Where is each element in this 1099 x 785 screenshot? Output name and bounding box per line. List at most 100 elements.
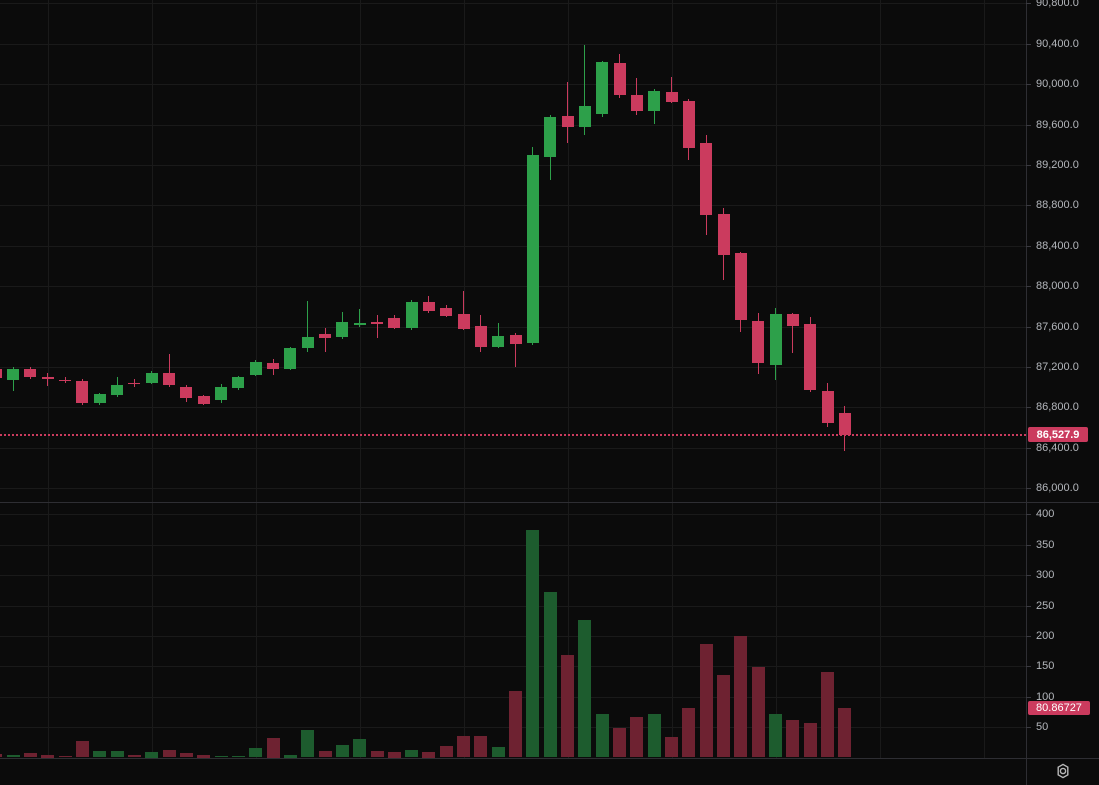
volume-bar — [457, 736, 471, 758]
candle-body — [509, 334, 522, 345]
candle-body — [93, 394, 106, 404]
volume-bar — [41, 754, 55, 758]
candle-wick — [376, 315, 378, 339]
volume-bar — [58, 755, 72, 758]
candle-body — [630, 94, 643, 111]
price-axis[interactable]: 90,800.0 90,400.0 90,000.0 89,600.0 89,200.0… — [1026, 0, 1099, 758]
volume-axis-tick — [1026, 514, 1031, 516]
price-axis-label: 88,800.0 — [1036, 199, 1079, 212]
volume-bar — [769, 714, 782, 758]
candle-wick — [307, 300, 309, 352]
volume-axis-label: 50 — [1036, 721, 1049, 734]
vertical-gridline — [255, 502, 257, 758]
vertical-gridline — [567, 502, 569, 758]
horizontal-gridline — [0, 205, 1026, 207]
volume-bar — [786, 720, 800, 758]
volume-bar — [301, 730, 315, 758]
volume-bar — [630, 716, 644, 758]
volume-pane[interactable] — [0, 502, 1026, 758]
volume-bar — [75, 741, 89, 758]
volume-bar — [665, 736, 679, 758]
candle-wick — [324, 328, 326, 352]
time-axis-border — [0, 758, 1099, 759]
price-axis-label: 87,600.0 — [1036, 320, 1079, 333]
candle-body — [752, 320, 765, 364]
volume-bar — [595, 714, 609, 758]
volume-bar — [405, 750, 419, 758]
candle-wick — [567, 81, 569, 144]
candle-wick — [359, 309, 361, 327]
candle-body — [734, 252, 747, 320]
volume-bar — [249, 748, 263, 758]
candle-body — [41, 376, 54, 379]
last-price-line — [0, 433, 1026, 436]
volume-bar — [647, 714, 661, 758]
volume-axis-tick — [1026, 605, 1031, 607]
price-axis-tick — [1026, 326, 1031, 328]
vertical-gridline — [463, 502, 465, 758]
candle-body — [422, 302, 435, 311]
volume-bar — [838, 708, 852, 758]
price-axis-tick — [1026, 407, 1031, 409]
volume-bar — [717, 674, 731, 758]
price-axis-label: 90,000.0 — [1036, 78, 1079, 91]
candle-body — [838, 413, 851, 435]
volume-axis-label: 100 — [1036, 690, 1055, 703]
volume-axis-label: 400 — [1036, 508, 1055, 521]
candle-body — [388, 318, 401, 329]
volume-axis-label: 150 — [1036, 660, 1055, 673]
price-axis-label: 88,000.0 — [1036, 280, 1079, 293]
axis-settings-icon[interactable] — [1053, 761, 1073, 781]
vertical-gridline — [775, 0, 777, 502]
vertical-gridline — [151, 0, 153, 502]
candle-body — [301, 336, 314, 349]
horizontal-gridline — [0, 666, 1026, 668]
price-axis-tick — [1026, 447, 1031, 449]
volume-axis-tick — [1026, 635, 1031, 637]
horizontal-gridline — [0, 407, 1026, 409]
candle-body — [353, 322, 366, 325]
candle-body — [648, 90, 661, 112]
vertical-gridline — [671, 0, 673, 502]
candle-body — [665, 91, 678, 102]
pane-separator[interactable] — [0, 502, 1099, 503]
price-pane[interactable] — [0, 0, 1026, 502]
vertical-gridline — [983, 502, 985, 758]
candle-body — [145, 372, 158, 384]
price-axis-label: 88,400.0 — [1036, 239, 1079, 252]
volume-axis-tick — [1026, 696, 1031, 698]
volume-bar — [93, 751, 107, 758]
candle-wick — [47, 373, 49, 386]
candle-wick — [463, 290, 465, 330]
volume-axis-label: 200 — [1036, 629, 1055, 642]
vertical-gridline — [879, 502, 881, 758]
price-axis-tick — [1026, 164, 1031, 166]
volume-axis-tick — [1026, 575, 1031, 577]
volume-bar — [526, 530, 540, 758]
volume-bar — [6, 755, 20, 758]
volume-bar — [318, 751, 332, 758]
volume-bar — [561, 654, 575, 758]
price-axis-tick — [1026, 205, 1031, 207]
candle-body — [128, 382, 141, 385]
horizontal-gridline — [0, 366, 1026, 368]
vertical-gridline — [359, 0, 361, 502]
volume-bar — [197, 754, 211, 758]
volume-bar — [491, 747, 505, 758]
candle-body — [336, 321, 349, 338]
volume-axis-tick — [1026, 727, 1031, 729]
candle-body — [474, 325, 487, 347]
volume-bar — [179, 752, 193, 758]
volume-bar — [353, 739, 367, 758]
vertical-gridline — [255, 0, 257, 502]
candle-body — [440, 307, 453, 316]
price-axis-tick — [1026, 488, 1031, 490]
horizontal-gridline — [0, 245, 1026, 247]
volume-bar — [751, 666, 765, 758]
vertical-gridline — [775, 502, 777, 758]
vertical-gridline — [47, 0, 49, 502]
time-axis[interactable]: 20:3021:0021:3022:0022:3023:0023:301800:… — [0, 758, 1026, 785]
price-axis-label: 86,400.0 — [1036, 441, 1079, 454]
candle-wick — [515, 332, 517, 367]
